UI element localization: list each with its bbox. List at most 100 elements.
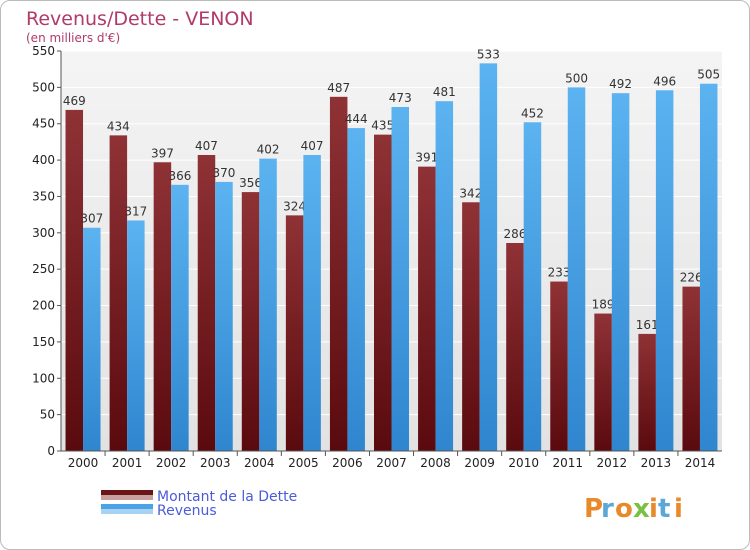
bar-debt [329,96,348,452]
logo-letter: t [658,494,670,524]
data-label-debt: 487 [327,81,350,95]
chart-subtitle: (en milliers d'€) [26,31,120,45]
bar-revenus [479,63,498,451]
data-label-debt: 356 [239,176,262,190]
logo-letter: r [601,494,614,524]
legend-swatch-revenus-shade [101,509,153,514]
legend-label-debt: Montant de la Dette [157,489,297,505]
data-label-revenus: 452 [521,106,544,120]
bar-revenus [699,83,718,452]
x-tick-label: 2010 [508,456,539,470]
bar-revenus [391,107,409,451]
x-tick-label: 2007 [376,456,407,470]
data-label-debt: 397 [151,146,174,160]
x-tick-label: 2014 [685,456,716,470]
y-tick-label: 550 [32,44,55,58]
data-label-revenus: 370 [213,166,236,180]
bar-revenus [215,181,233,451]
data-label-debt: 407 [195,139,218,153]
logo-letter: o [615,494,633,524]
y-tick-label: 150 [32,335,55,349]
x-tick-label: 2012 [597,456,628,470]
legend-label-revenus: Revenus [157,503,217,519]
bar-debt [550,281,568,451]
data-label-debt: 391 [415,151,438,165]
x-tick-label: 2000 [68,456,99,470]
x-tick-label: 2006 [332,456,363,470]
data-label-revenus: 402 [257,143,280,157]
bar-debt [241,192,260,451]
data-label-debt: 226 [680,271,703,285]
bar-debt [285,215,304,451]
bar-revenus [435,101,454,451]
y-tick-label: 0 [47,444,55,458]
data-label-debt: 324 [283,199,306,213]
x-tick-label: 2013 [641,456,672,470]
y-tick-label: 250 [32,262,55,276]
proxiti-logo: P r o x i t i [584,494,683,524]
x-tick-label: 2001 [112,456,143,470]
bar-revenus [259,158,277,452]
data-label-debt: 435 [371,119,394,133]
x-tick-label: 2002 [156,456,187,470]
logo-letter: P [584,494,603,524]
data-label-revenus: 505 [697,68,720,82]
x-tick-label: 2004 [244,456,275,470]
bar-revenus [83,227,101,451]
x-tick-label: 2011 [552,456,583,470]
data-label-revenus: 533 [477,47,500,61]
bar-debt [682,286,700,451]
data-label-revenus: 500 [565,71,588,85]
bar-debt [374,134,392,452]
y-tick-label: 100 [32,371,55,385]
bar-debt [65,109,84,451]
y-tick-label: 450 [32,117,55,131]
bar-revenus [127,220,145,451]
y-tick-label: 200 [32,299,55,313]
bar-revenus [347,128,365,451]
y-tick-label: 400 [32,153,55,167]
data-label-revenus: 496 [653,74,676,88]
data-label-revenus: 317 [124,204,147,218]
bar-debt [462,202,480,451]
data-label-revenus: 473 [389,91,412,105]
bar-debt [594,313,612,451]
bar-debt [506,243,524,451]
y-tick-label: 350 [32,189,55,203]
data-label-revenus: 407 [301,139,324,153]
chart-title: Revenus/Dette - VENON [26,8,254,30]
bar-debt [109,135,128,451]
x-tick-label: 2009 [464,456,495,470]
legend-swatch-debt-shade [101,495,153,500]
logo-letter: i [649,494,658,524]
data-label-debt: 342 [459,186,482,200]
bar-revenus [567,87,586,451]
legend-swatch-revenus [101,504,153,509]
data-label-debt: 469 [63,94,86,108]
data-label-revenus: 366 [168,169,191,183]
data-label-revenus: 481 [433,85,456,99]
y-tick-label: 500 [32,80,55,94]
bar-debt [197,155,216,451]
logo-letter: x [633,494,650,524]
legend: Montant de la Dette Revenus [101,489,297,519]
x-tick-label: 2008 [420,456,451,470]
legend-swatch-debt [101,490,153,495]
bar-revenus [171,184,189,451]
data-label-debt: 434 [107,119,130,133]
x-tick-label: 2005 [288,456,319,470]
x-tick-label: 2003 [200,456,231,470]
bar-debt [638,333,656,451]
y-tick-label: 300 [32,226,55,240]
bar-revenus [655,90,674,451]
data-label-debt: 161 [636,318,659,332]
bar-debt [418,166,436,452]
data-label-revenus: 307 [80,212,103,226]
data-label-revenus: 444 [345,112,368,126]
bar-revenus [303,155,321,451]
data-label-debt: 286 [503,227,526,241]
logo-letter: i [674,494,683,524]
